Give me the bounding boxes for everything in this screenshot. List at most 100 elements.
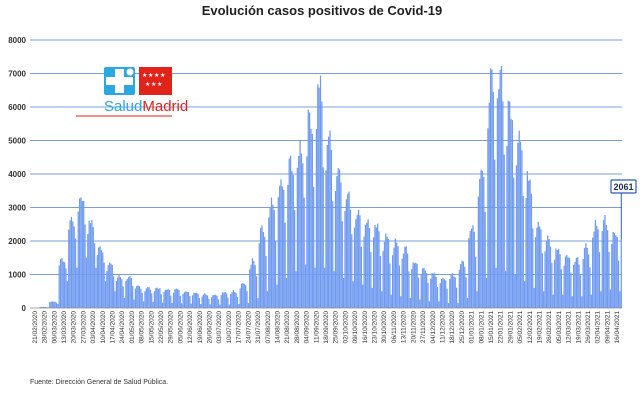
- bar-day-17: [53, 301, 55, 308]
- bar-day-172: [264, 236, 266, 308]
- bar-day-225: [336, 176, 338, 308]
- bar-day-393: [564, 256, 567, 308]
- bars-series: [39, 66, 622, 309]
- bar-day-275: [404, 246, 406, 308]
- y-tick-8000: 8000: [8, 36, 26, 45]
- bar-day-314: [457, 302, 459, 308]
- bar-day-216: [323, 267, 326, 308]
- bar-day-293: [428, 301, 430, 308]
- bar-day-331: [480, 169, 482, 308]
- bar-day-271: [398, 265, 401, 308]
- bar-day-134: [212, 295, 214, 308]
- bar-day-59: [110, 263, 112, 308]
- bar-day-137: [216, 295, 218, 308]
- bar-day-385: [553, 259, 556, 308]
- bar-day-418: [598, 252, 601, 308]
- chart-title: Evolución casos positivos de Covid-19: [202, 3, 443, 18]
- bar-day-313: [455, 287, 458, 308]
- bar-day-159: [246, 291, 248, 308]
- bar-day-430: [615, 235, 617, 308]
- bar-day-57: [107, 265, 109, 308]
- svg-text:★: ★: [154, 72, 159, 79]
- bar-day-284: [416, 263, 418, 308]
- bar-day-10: [43, 307, 45, 308]
- bar-day-195: [295, 271, 297, 308]
- bar-day-408: [585, 243, 587, 308]
- bar-day-402: [577, 257, 579, 308]
- bar-day-425: [608, 251, 610, 308]
- x-tick-label: 08/05/2020: [139, 311, 146, 344]
- bar-day-32: [73, 226, 75, 308]
- bar-day-329: [477, 196, 479, 308]
- bar-day-95: [159, 288, 161, 308]
- bar-day-282: [413, 263, 416, 308]
- x-axis-tick-labels: 21/02/2020 28/02/2020 06/03/2020 13/03/2020…: [32, 311, 621, 344]
- bar-day-48: [95, 267, 97, 308]
- bar-day-370: [533, 287, 535, 308]
- bar-day-139: [219, 304, 221, 308]
- bar-day-229: [341, 221, 343, 308]
- bar-day-8: [40, 307, 43, 308]
- bar-day-198: [299, 140, 301, 308]
- bar-day-338: [489, 68, 492, 308]
- bar-day-191: [289, 155, 292, 308]
- x-tick-label: 24/04/2020: [119, 311, 126, 344]
- bar-day-148: [231, 292, 233, 308]
- x-tick-label: 27/11/2020: [420, 311, 427, 343]
- bar-day-49: [96, 255, 98, 308]
- bar-day-154: [239, 288, 241, 308]
- x-tick-label: 19/06/2020: [197, 311, 204, 344]
- bar-day-397: [570, 272, 572, 308]
- bar-day-103: [170, 295, 172, 308]
- y-tick-2000: 2000: [8, 237, 26, 246]
- bar-day-164: [253, 260, 255, 308]
- bar-day-303: [442, 277, 444, 308]
- bar-day-228: [340, 182, 342, 309]
- x-tick-label: 03/04/2020: [90, 311, 97, 344]
- bar-day-354: [511, 120, 514, 308]
- x-tick-label: 12/06/2020: [187, 311, 194, 344]
- bar-day-115: [186, 291, 188, 308]
- y-tick-1000: 1000: [8, 271, 26, 280]
- bar-day-127: [202, 294, 205, 308]
- bar-day-177: [270, 197, 273, 308]
- bar-day-297: [434, 272, 436, 308]
- bar-day-192: [291, 170, 293, 308]
- svg-text:★: ★: [151, 81, 156, 88]
- bar-day-220: [329, 130, 331, 308]
- bar-day-401: [575, 257, 577, 308]
- x-tick-label: 05/06/2020: [177, 311, 184, 344]
- bar-day-263: [387, 238, 390, 308]
- bar-day-424: [607, 230, 609, 308]
- bar-day-101: [167, 288, 169, 308]
- bar-day-26: [65, 268, 67, 308]
- bar-day-324: [470, 228, 473, 308]
- bar-day-162: [250, 264, 252, 308]
- bar-day-279: [409, 297, 411, 308]
- x-tick-label: 15/01/2021: [488, 311, 495, 344]
- bar-day-387: [556, 249, 558, 308]
- bar-day-407: [583, 247, 586, 308]
- bar-day-254: [375, 227, 377, 308]
- bar-day-356: [514, 274, 516, 308]
- svg-text:★: ★: [142, 72, 147, 79]
- x-tick-label: 10/04/2020: [100, 311, 107, 344]
- bar-day-112: [182, 294, 184, 308]
- bar-day-76: [133, 299, 135, 309]
- bar-day-414: [593, 231, 595, 308]
- bar-day-156: [242, 283, 244, 308]
- bar-day-243: [360, 246, 362, 308]
- bar-day-363: [524, 281, 526, 308]
- bar-day-136: [215, 294, 217, 308]
- bar-day-38: [81, 201, 83, 308]
- bar-day-395: [567, 257, 569, 308]
- bar-day-265: [390, 294, 392, 308]
- x-tick-label: 17/04/2020: [109, 311, 116, 344]
- bar-day-347: [502, 101, 504, 308]
- bar-day-267: [393, 247, 395, 308]
- bar-day-143: [224, 291, 226, 308]
- y-tick-0: 0: [22, 304, 27, 313]
- bar-day-217: [325, 170, 327, 308]
- bar-day-123: [197, 293, 199, 308]
- bar-day-107: [175, 288, 177, 308]
